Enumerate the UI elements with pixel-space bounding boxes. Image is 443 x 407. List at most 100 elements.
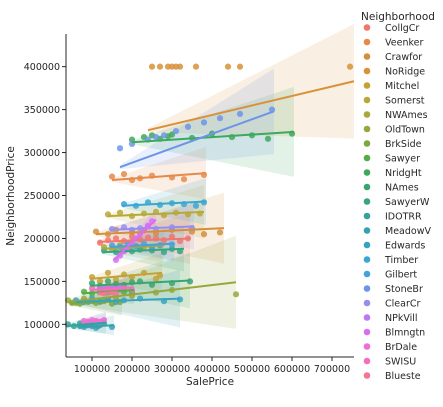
legend-marker-crawfor <box>363 53 371 60</box>
point-mitchel <box>112 276 120 283</box>
legend-label-crawfor: Crawfor <box>385 52 422 63</box>
legend-marker-brdale <box>363 343 371 350</box>
legend-label-meadowv: MeadowV <box>385 226 431 237</box>
legend-label-brkside: BrkSide <box>385 139 422 150</box>
point-timber <box>192 202 200 209</box>
fit-line-idotrr <box>65 321 107 328</box>
legend-marker-oldtown <box>363 125 371 133</box>
point-names <box>104 278 112 285</box>
legend-marker-stonebr <box>363 285 371 292</box>
legend-label-gilbert: Gilbert <box>385 270 417 281</box>
legend-marker-veenker <box>363 38 371 46</box>
point-noridge <box>346 63 354 70</box>
fit-line-somerst <box>107 210 205 218</box>
legend: Neighborhood CollgCr Veenker Crawfor NoRidg… <box>361 11 435 382</box>
y-tick-label: 300000 <box>24 148 60 159</box>
legend-label-mitchel: Mitchel <box>385 81 419 92</box>
point-veenker <box>180 176 188 183</box>
legend-marker-nridght <box>363 169 371 176</box>
legend-marker-meadowv <box>363 227 371 234</box>
fit-line-noridge <box>147 80 355 132</box>
legend-label-npkvill: NPkVill <box>385 313 418 324</box>
y-tick-label: 250000 <box>24 191 60 202</box>
legend-label-somerst: Somerst <box>385 96 425 107</box>
legend-marker-nwames <box>363 111 371 118</box>
x-tick-label: 200000 <box>114 364 150 375</box>
legend-marker-swisu <box>363 357 371 365</box>
x-tick-label: 400000 <box>194 364 230 375</box>
point-blmngtn <box>116 252 124 259</box>
fit-line-sawyerw <box>101 247 185 254</box>
legend-marker-blueste <box>363 372 371 379</box>
legend-marker-somerst <box>363 96 371 104</box>
legend-marker-noridge <box>363 67 371 75</box>
legend-label-collgcr: CollgCr <box>385 23 419 34</box>
point-crawfor <box>200 231 208 238</box>
fit-line-crawfor <box>95 227 225 236</box>
legend-label-names: NAmes <box>385 183 419 194</box>
legend-marker-sawyer <box>363 154 371 162</box>
legend-marker-blmngtn <box>363 328 371 336</box>
point-noridge <box>224 63 232 70</box>
legend-label-sawyer: Sawyer <box>385 154 420 165</box>
point-stonebr <box>116 145 124 152</box>
regression-lines <box>65 80 355 328</box>
point-veenker <box>120 170 128 178</box>
point-noridge <box>192 63 200 70</box>
legend-marker-timber <box>363 256 371 263</box>
point-stonebr <box>236 110 244 117</box>
legend-marker-gilbert <box>363 270 371 278</box>
legend-label-blmngtn: Blmngtn <box>385 328 425 339</box>
fit-line-nridght <box>131 130 295 144</box>
fit-line-stonebr <box>119 110 275 169</box>
fit-line-blueste <box>97 290 119 295</box>
band-collgcr <box>98 212 190 265</box>
fit-line-edwards <box>75 297 181 304</box>
legend-label-edwards: Edwards <box>385 241 425 252</box>
legend-label-clearcr: ClearCr <box>385 299 420 310</box>
fit-line-oldtown <box>67 281 237 304</box>
legend-marker-brkside <box>363 140 371 147</box>
point-stonebr <box>184 123 192 130</box>
y-tick-label: 350000 <box>24 105 60 116</box>
legend-title: Neighborhood <box>361 11 435 23</box>
point-nridght <box>264 135 272 142</box>
point-stonebr <box>216 115 224 122</box>
legend-label-noridge: NoRidge <box>385 67 425 78</box>
fit-line-timber <box>121 200 207 207</box>
legend-marker-mitchel <box>363 82 371 89</box>
fit-line-mitchel <box>89 271 163 280</box>
fit-line-swisu <box>89 286 135 291</box>
legend-marker-npkvill <box>363 314 371 321</box>
fit-line-gilbert <box>109 242 175 249</box>
point-stonebr <box>172 127 180 135</box>
point-mitchel <box>104 269 112 276</box>
legend-label-stonebr: StoneBr <box>385 284 423 295</box>
x-tick-label: 600000 <box>274 364 310 375</box>
y-tick-label: 100000 <box>24 320 60 331</box>
point-oldtown <box>232 291 240 298</box>
legend-label-veenker: Veenker <box>385 38 423 49</box>
point-somerst <box>116 209 124 216</box>
legend-marker-idotrr <box>363 212 371 220</box>
point-stonebr <box>160 132 168 139</box>
legend-marker-clearcr <box>363 299 371 307</box>
x-tick-label: 700000 <box>314 364 350 375</box>
band-veenker <box>112 147 206 200</box>
y-tick-label: 200000 <box>24 234 60 245</box>
fit-line-meadowv <box>77 324 115 328</box>
fit-line-nwames <box>101 244 165 250</box>
fit-line-collgcr <box>97 237 191 243</box>
legend-marker-names <box>363 183 371 191</box>
legend-label-idotrr: IDOTRR <box>385 212 422 223</box>
legend-label-swisu: SWISU <box>385 357 416 368</box>
point-mitchel <box>96 278 104 285</box>
y-tick-label: 150000 <box>24 277 60 288</box>
point-noridge <box>148 63 156 70</box>
point-noridge <box>156 63 164 70</box>
point-collgcr <box>112 235 120 242</box>
legend-label-blueste: Blueste <box>385 371 421 382</box>
y-axis-label: NeighborhoodPrice <box>5 146 17 246</box>
legend-label-nridght: NridgHt <box>385 168 422 179</box>
